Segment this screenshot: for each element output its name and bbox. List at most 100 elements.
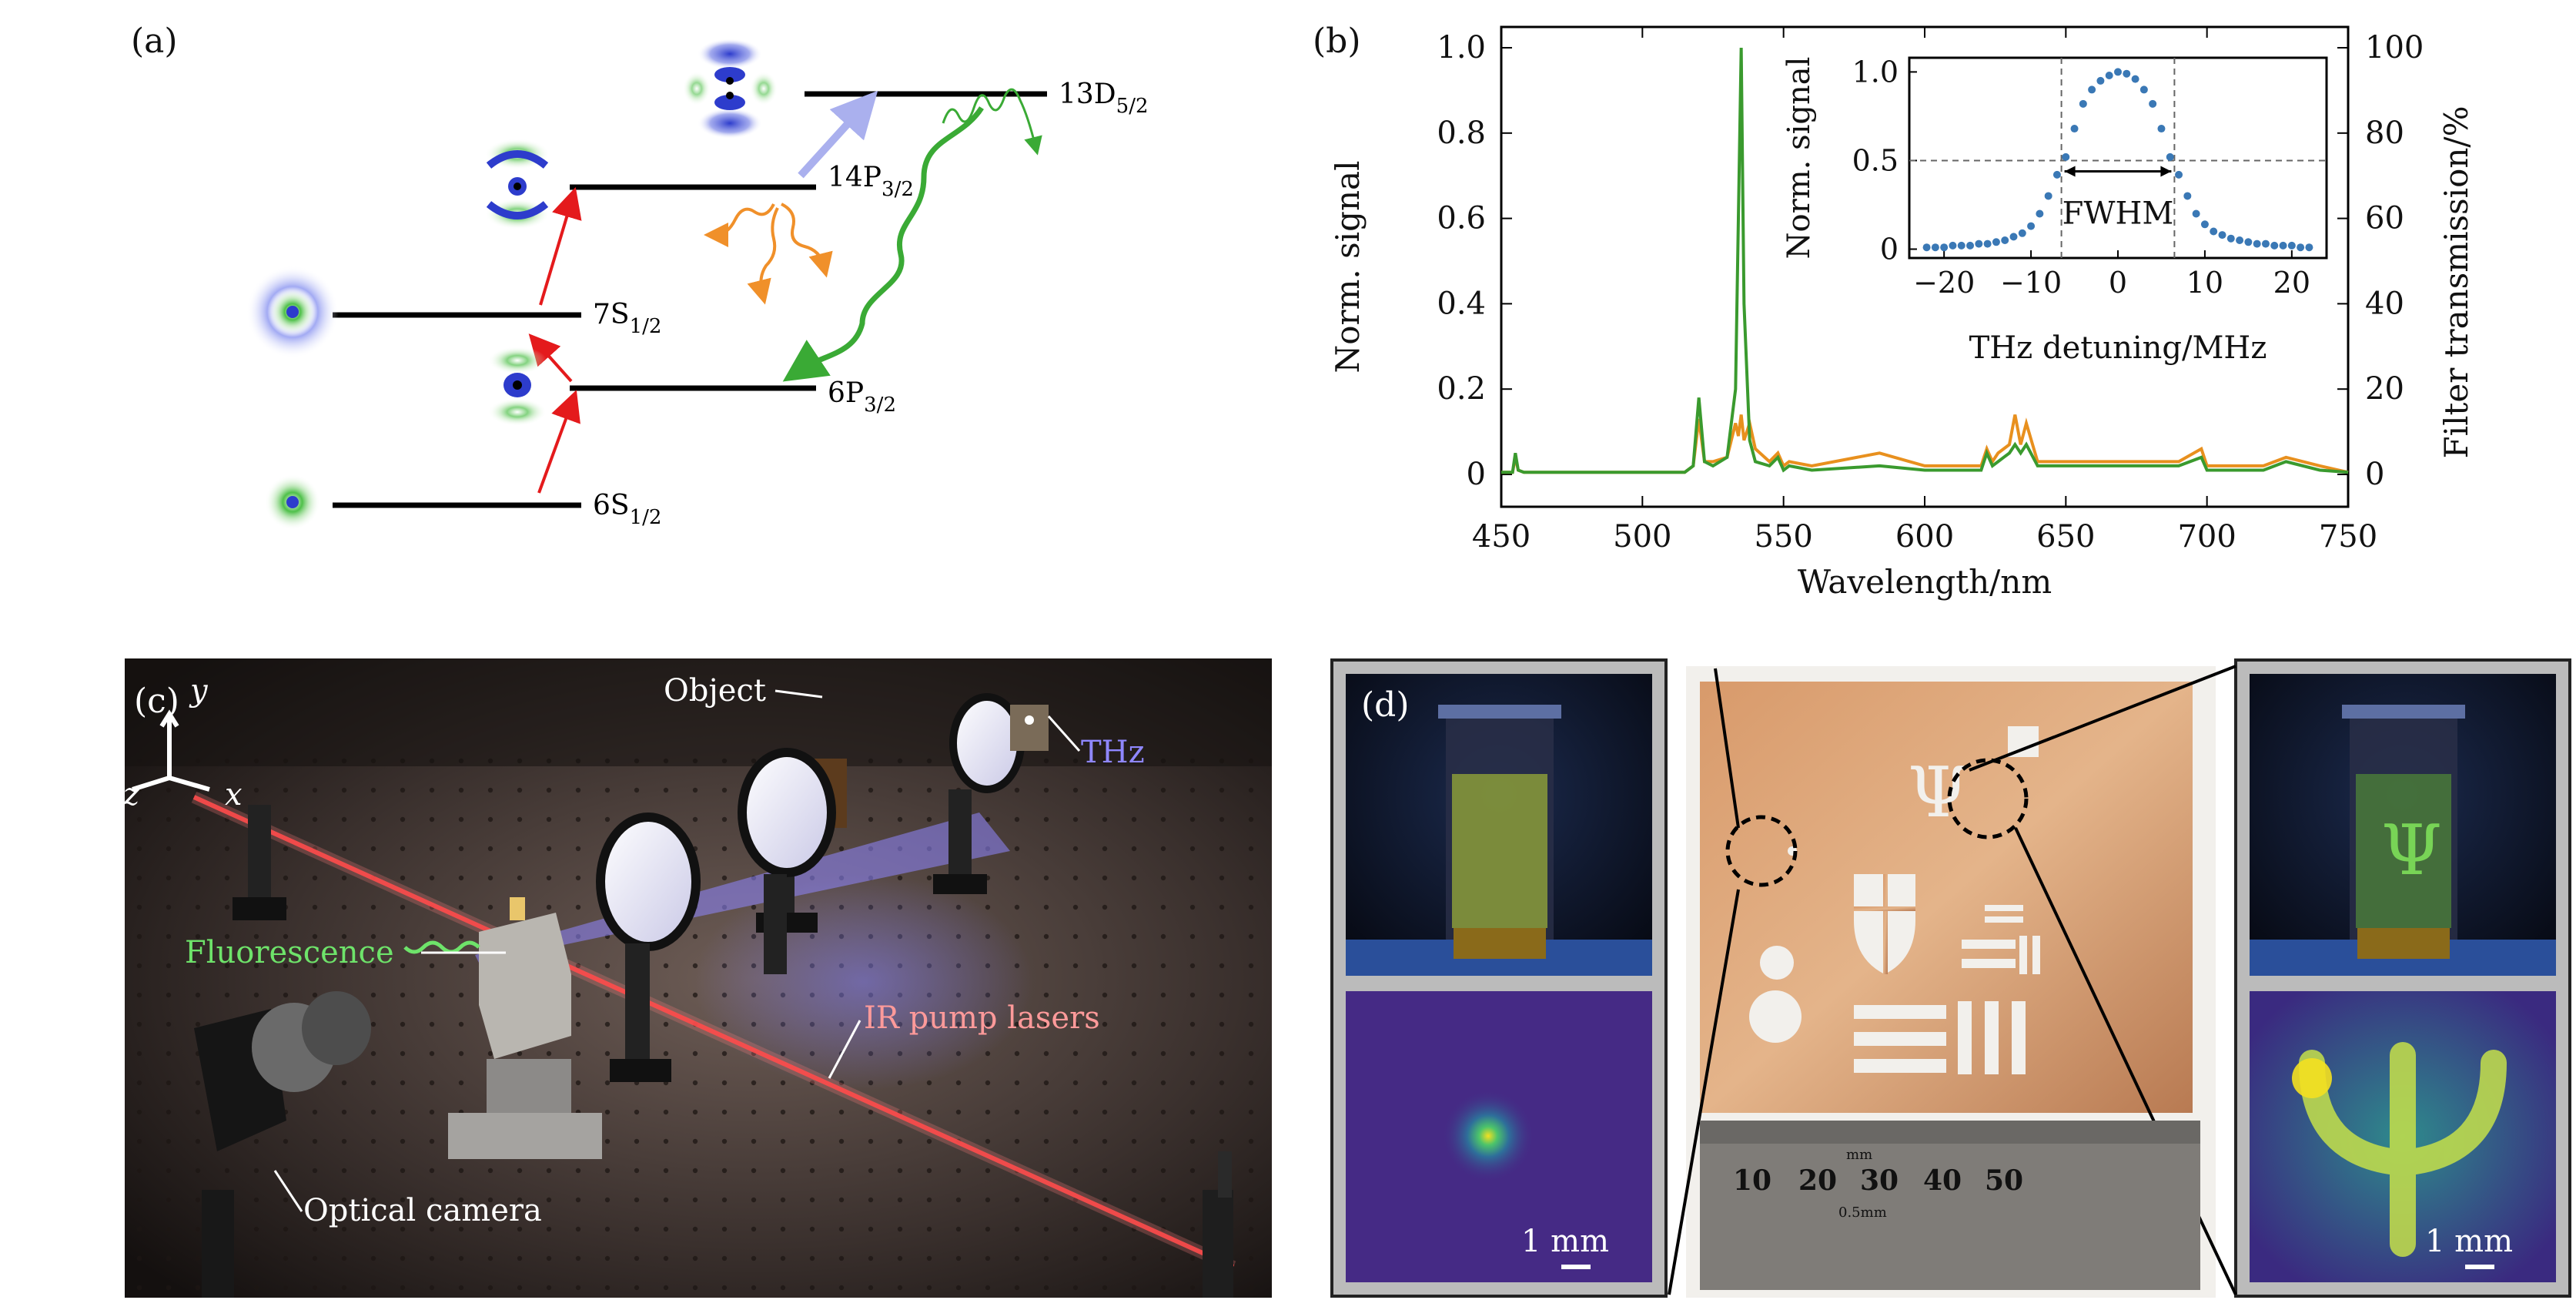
inset-data-point	[2279, 241, 2287, 250]
spectrum-orange-line	[1501, 414, 2349, 474]
inset-fwhm-arrowhead-left	[2064, 166, 2076, 177]
y-tick-label: 0.2	[1437, 371, 1486, 407]
inset-fwhm-arrowhead-right	[2160, 166, 2172, 177]
inset-data-point	[2096, 76, 2105, 85]
x-tick-label: 650	[2036, 519, 2095, 555]
y-tick-label: 0.4	[1437, 286, 1486, 321]
inset-x-tick-label: −20	[1913, 266, 1975, 300]
inset-data-point	[1922, 243, 1931, 252]
spectrum-green-line	[1501, 47, 2349, 474]
inset-data-point	[2001, 236, 2009, 244]
inset-data-point	[2226, 234, 2235, 243]
inset-data-point	[1949, 241, 1957, 250]
scale-bar-right-label: 1 mm	[2425, 1224, 2513, 1259]
ruler-unit-bottom: 0.5mm	[1838, 1205, 1887, 1221]
thz-label: THz	[1081, 735, 1145, 770]
inset-data-point	[2036, 209, 2044, 218]
y-axis-label: Norm. signal	[1329, 160, 1367, 373]
inset-data-point	[2105, 72, 2113, 80]
inset-data-point	[1940, 243, 1949, 252]
ruler-tick-20: 20	[1798, 1164, 1837, 1197]
inset-data-point	[2244, 238, 2253, 246]
optical-camera-model	[194, 991, 371, 1298]
orbital-13d	[683, 39, 778, 139]
lens-far	[933, 693, 1025, 894]
level-label-13d: 13D5/2	[1059, 79, 1149, 118]
inset-data-point	[1957, 241, 1965, 250]
lens-middle	[738, 748, 836, 974]
thz-source	[1010, 705, 1049, 751]
inset-data-point	[2200, 220, 2209, 229]
inset-data-point	[2297, 243, 2305, 252]
green-emission-wave	[782, 106, 984, 382]
y-right-tick-label: 20	[2365, 371, 2404, 407]
pump-arrow-1	[537, 390, 580, 494]
inset-y-tick-label: 1.0	[1852, 55, 1899, 89]
ir-laser-beam	[192, 795, 1235, 1269]
inset-data-point	[2131, 75, 2139, 83]
y-tick-label: 0.6	[1437, 201, 1486, 236]
inset-data-point	[1931, 243, 1939, 252]
inset-x-tick-label: 10	[2186, 266, 2223, 300]
pump-arrow-2	[528, 333, 573, 383]
imaging-panel: 1 mm Ψ mm 10 20 30 40 50	[1330, 658, 2571, 1298]
y-right-tick-label: 100	[2365, 30, 2424, 65]
psi-symbol: Ψ	[1908, 752, 1969, 833]
panel-b-label: (b)	[1313, 22, 1361, 61]
setup-render: y z x (c) Object THz Fluorescence IR pum…	[125, 658, 1272, 1298]
inset-y-tick-label: 0	[1880, 232, 1899, 266]
inset-data-point	[2261, 240, 2270, 248]
x-tick-label: 700	[2177, 519, 2236, 555]
y-tick-label: 0	[1467, 457, 1486, 492]
x-tick-label: 550	[1754, 519, 1812, 555]
inset-data-point	[2009, 233, 2018, 241]
level-label-7s: 7S1/2	[593, 299, 661, 338]
panel-c: y z x (c) Object THz Fluorescence IR pum…	[125, 658, 1272, 1298]
inset-data-point	[2210, 227, 2218, 236]
ruler-unit-top: mm	[1846, 1147, 1872, 1163]
spectrum-chart: 450 500 550 600 650 700 75000.20.40.60.81.0020…	[1329, 25, 2475, 601]
axis-z-label: z	[125, 777, 140, 812]
orbital-14p	[485, 139, 550, 230]
y-right-tick-label: 80	[2365, 116, 2404, 151]
orbital-7s	[246, 266, 339, 358]
inset-data-point	[2253, 240, 2261, 248]
energy-level-diagram: 6S1/2 6P3/2 7S1/2 14P3/2 13D5/2	[246, 39, 1149, 530]
thz-arrow	[798, 90, 878, 179]
scale-bar-left-label: 1 mm	[1521, 1224, 1609, 1259]
inset-data-point	[1992, 238, 2000, 246]
panel-c-label: (c)	[134, 682, 179, 721]
inset-data-point	[1966, 241, 1975, 250]
psi-fluorescence: Ψ	[2381, 810, 2442, 891]
mount-left	[233, 805, 286, 920]
inset-data-point	[2305, 243, 2313, 252]
y-right-axis-label: Filter transmission/%	[2437, 106, 2475, 459]
inset-x-tick-label: −10	[2000, 266, 2062, 300]
inset-data-point	[2149, 99, 2157, 108]
inset-data-point	[2192, 209, 2200, 218]
fluorescence-wave	[403, 940, 480, 954]
inset-data-point	[2070, 125, 2079, 133]
inset-fwhm-label: FWHM	[2062, 196, 2174, 231]
ruler	[1700, 1121, 2200, 1290]
y-right-tick-label: 0	[2365, 457, 2384, 492]
inset-y-tick-label: 0.5	[1852, 143, 1899, 177]
panel-b: (b) 450 500 550 600 650 700 750 0 0.2 0.4 0.6 0.8 1.…	[1270, 0, 2576, 616]
camera-label: Optical camera	[303, 1193, 542, 1228]
panel-a-label: (a)	[131, 22, 178, 61]
pump-arrow-3	[539, 186, 582, 306]
panel-d-label: (d)	[1361, 685, 1410, 725]
inset-data-point	[2079, 99, 2087, 108]
inset-data-point	[2114, 68, 2122, 76]
inset-data-point	[2236, 236, 2244, 244]
inset-frame	[1908, 56, 2328, 260]
x-axis-label: Wavelength/nm	[1798, 563, 2052, 601]
inset-data-point	[2088, 85, 2096, 94]
level-label-6s: 6S1/2	[593, 490, 661, 529]
lens-near	[596, 812, 701, 1082]
inset-x-tick-label: 0	[2109, 266, 2127, 300]
level-label-6p: 6P3/2	[828, 377, 896, 417]
inset-data-point	[1983, 240, 1992, 248]
ruler-tick-10: 10	[1733, 1164, 1771, 1197]
inset-data-point	[2218, 231, 2226, 240]
